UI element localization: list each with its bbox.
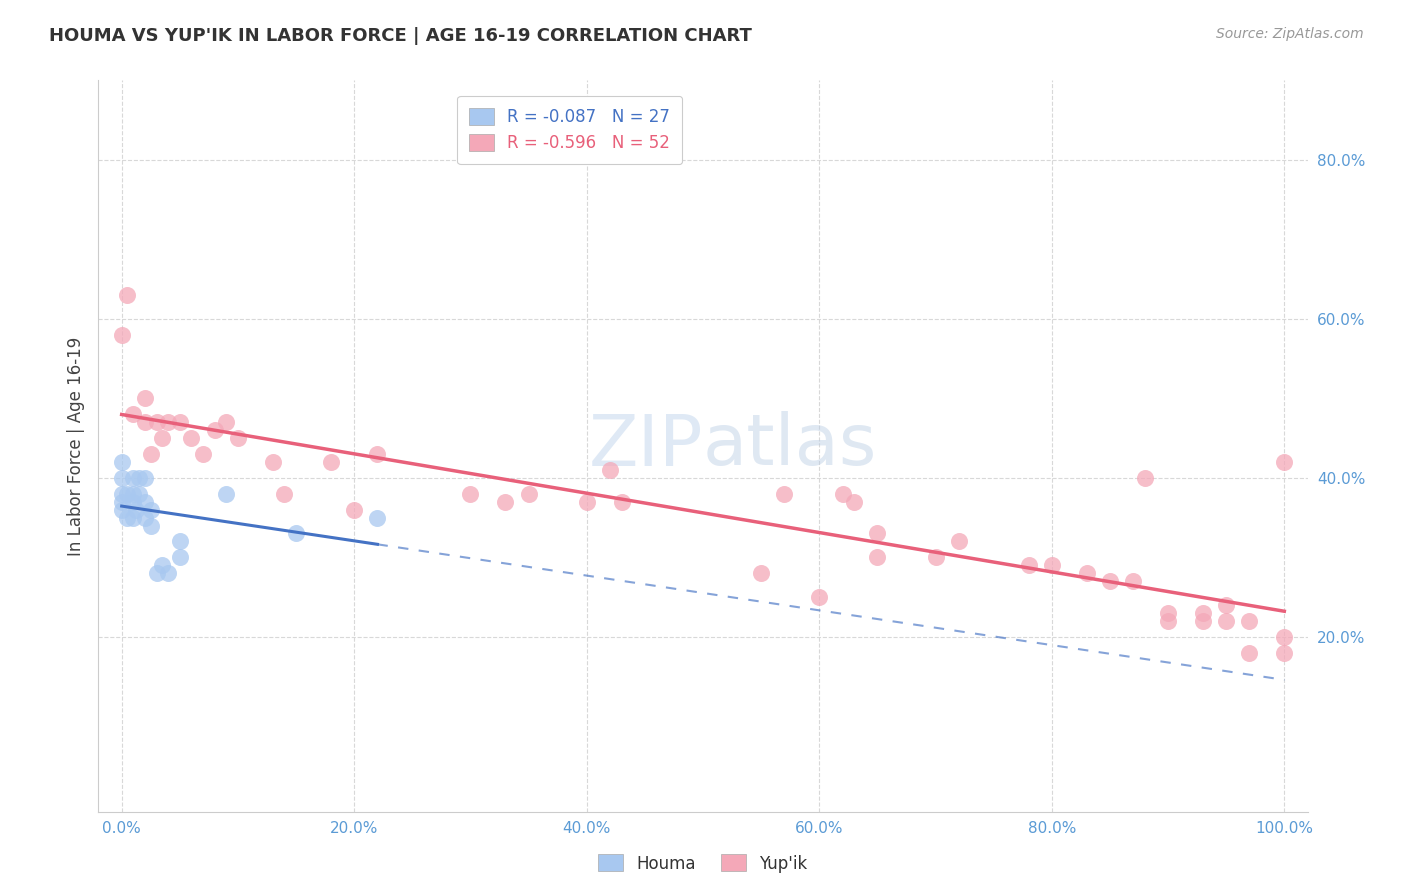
Point bbox=[169, 534, 191, 549]
Point bbox=[117, 288, 139, 302]
Point bbox=[122, 494, 145, 508]
Point bbox=[111, 486, 134, 500]
Point bbox=[169, 550, 191, 565]
Point bbox=[134, 510, 156, 524]
Text: Source: ZipAtlas.com: Source: ZipAtlas.com bbox=[1216, 27, 1364, 41]
Point bbox=[1098, 574, 1121, 589]
Point bbox=[575, 494, 598, 508]
Point bbox=[517, 486, 540, 500]
Point bbox=[866, 550, 889, 565]
Point bbox=[1133, 471, 1156, 485]
Text: HOUMA VS YUP'IK IN LABOR FORCE | AGE 16-19 CORRELATION CHART: HOUMA VS YUP'IK IN LABOR FORCE | AGE 16-… bbox=[49, 27, 752, 45]
Point bbox=[1239, 614, 1261, 628]
Point bbox=[460, 486, 482, 500]
Text: atlas: atlas bbox=[703, 411, 877, 481]
Point bbox=[122, 471, 145, 485]
Point bbox=[262, 455, 284, 469]
Point bbox=[204, 423, 226, 437]
Point bbox=[122, 486, 145, 500]
Point bbox=[226, 431, 249, 445]
Point bbox=[128, 471, 150, 485]
Text: ZIP: ZIP bbox=[589, 411, 703, 481]
Point bbox=[145, 566, 167, 581]
Point bbox=[145, 415, 167, 429]
Point bbox=[157, 415, 180, 429]
Point bbox=[111, 455, 134, 469]
Point bbox=[139, 518, 162, 533]
Point bbox=[948, 534, 970, 549]
Point bbox=[1239, 646, 1261, 660]
Point bbox=[139, 502, 162, 516]
Point bbox=[1272, 455, 1295, 469]
Point bbox=[366, 510, 388, 524]
Point bbox=[366, 447, 388, 461]
Point bbox=[150, 431, 173, 445]
Point bbox=[1157, 614, 1180, 628]
Point bbox=[1018, 558, 1040, 573]
Point bbox=[1040, 558, 1063, 573]
Legend: Houma, Yup'ik: Houma, Yup'ik bbox=[592, 847, 814, 880]
Legend: R = -0.087   N = 27, R = -0.596   N = 52: R = -0.087 N = 27, R = -0.596 N = 52 bbox=[457, 96, 682, 164]
Point bbox=[111, 471, 134, 485]
Point bbox=[273, 486, 295, 500]
Point bbox=[1215, 614, 1237, 628]
Point bbox=[1272, 646, 1295, 660]
Point bbox=[599, 463, 621, 477]
Point bbox=[1192, 606, 1215, 620]
Point bbox=[117, 510, 139, 524]
Point bbox=[285, 526, 308, 541]
Y-axis label: In Labor Force | Age 16-19: In Labor Force | Age 16-19 bbox=[66, 336, 84, 556]
Point bbox=[128, 486, 150, 500]
Point bbox=[844, 494, 866, 508]
Point bbox=[1122, 574, 1144, 589]
Point bbox=[134, 471, 156, 485]
Point bbox=[749, 566, 772, 581]
Point bbox=[831, 486, 853, 500]
Point bbox=[1192, 614, 1215, 628]
Point bbox=[117, 486, 139, 500]
Point bbox=[610, 494, 633, 508]
Point bbox=[191, 447, 214, 461]
Point bbox=[139, 447, 162, 461]
Point bbox=[122, 407, 145, 421]
Point bbox=[169, 415, 191, 429]
Point bbox=[924, 550, 946, 565]
Point bbox=[134, 494, 156, 508]
Point bbox=[1215, 598, 1237, 612]
Point bbox=[343, 502, 366, 516]
Point bbox=[111, 502, 134, 516]
Point bbox=[319, 455, 342, 469]
Point bbox=[1272, 630, 1295, 644]
Point bbox=[866, 526, 889, 541]
Point bbox=[215, 415, 238, 429]
Point bbox=[215, 486, 238, 500]
Point bbox=[494, 494, 516, 508]
Point bbox=[808, 590, 831, 604]
Point bbox=[111, 494, 134, 508]
Point bbox=[1076, 566, 1098, 581]
Point bbox=[150, 558, 173, 573]
Point bbox=[122, 510, 145, 524]
Point bbox=[1157, 606, 1180, 620]
Point bbox=[773, 486, 796, 500]
Point bbox=[124, 502, 146, 516]
Point bbox=[111, 327, 134, 342]
Point bbox=[180, 431, 202, 445]
Point bbox=[157, 566, 180, 581]
Point bbox=[134, 415, 156, 429]
Point bbox=[134, 392, 156, 406]
